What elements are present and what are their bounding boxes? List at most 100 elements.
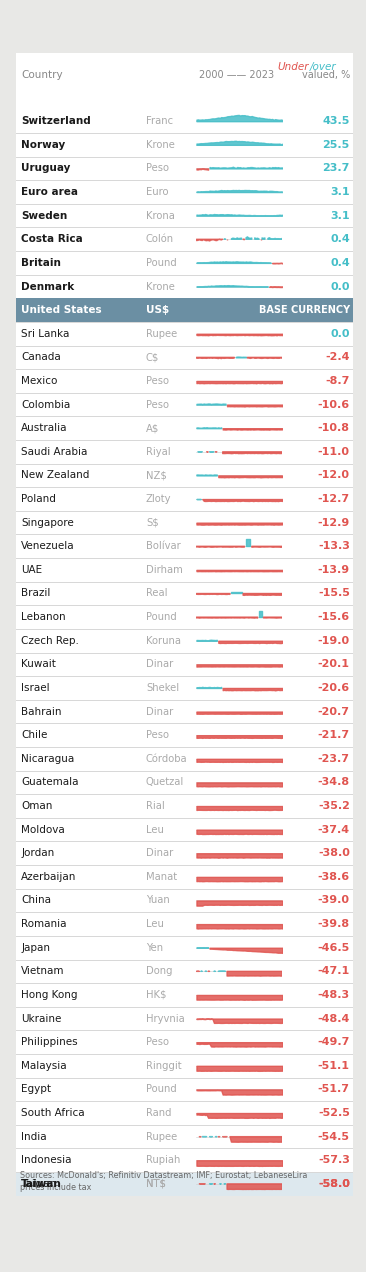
Text: Norway: Norway <box>21 140 66 150</box>
Text: Israel: Israel <box>21 683 50 693</box>
Text: -58.0: -58.0 <box>318 1179 350 1189</box>
Text: Guatemala: Guatemala <box>21 777 79 787</box>
Text: NZ$: NZ$ <box>146 471 167 481</box>
Text: Koruna: Koruna <box>146 636 181 646</box>
Text: Dinar: Dinar <box>146 706 173 716</box>
Text: valued, %: valued, % <box>302 70 350 80</box>
Text: New Zealand: New Zealand <box>21 471 90 481</box>
Text: Rupee: Rupee <box>146 328 177 338</box>
Text: Colón: Colón <box>146 234 174 244</box>
Text: Peso: Peso <box>146 377 169 385</box>
Text: Rial: Rial <box>146 801 165 812</box>
Text: Ukraine: Ukraine <box>21 1014 61 1024</box>
Text: -48.3: -48.3 <box>318 990 350 1000</box>
Text: Costa Rica: Costa Rica <box>21 234 83 244</box>
Text: Krona: Krona <box>146 211 175 220</box>
Text: Rand: Rand <box>146 1108 171 1118</box>
Text: Australia: Australia <box>21 424 68 434</box>
Text: Pound: Pound <box>146 258 177 268</box>
Text: -23.7: -23.7 <box>318 754 350 763</box>
Text: -8.7: -8.7 <box>325 377 350 385</box>
Text: C$: C$ <box>146 352 159 363</box>
Text: Britain: Britain <box>21 258 61 268</box>
Text: 23.7: 23.7 <box>322 163 350 173</box>
Text: -52.5: -52.5 <box>318 1108 350 1118</box>
Text: Hryvnia: Hryvnia <box>146 1014 184 1024</box>
Text: Malaysia: Malaysia <box>21 1061 67 1071</box>
Text: -15.6: -15.6 <box>318 612 350 622</box>
Text: -20.7: -20.7 <box>318 706 350 716</box>
Text: Venezuela: Venezuela <box>21 542 75 551</box>
Text: -15.5: -15.5 <box>318 589 350 599</box>
Text: -12.9: -12.9 <box>318 518 350 528</box>
Text: Rupiah: Rupiah <box>146 1155 180 1165</box>
Text: Poland: Poland <box>21 494 56 504</box>
Text: Denmark: Denmark <box>21 281 74 291</box>
Text: Switzerland: Switzerland <box>21 116 91 126</box>
Text: Krone: Krone <box>146 281 175 291</box>
Text: Moldova: Moldova <box>21 824 65 834</box>
Text: -10.6: -10.6 <box>318 399 350 410</box>
Text: Japan: Japan <box>21 943 50 953</box>
Text: NT$: NT$ <box>146 1179 166 1189</box>
Text: -21.7: -21.7 <box>318 730 350 740</box>
Text: Lebanon: Lebanon <box>21 612 66 622</box>
Text: Yen: Yen <box>146 943 163 953</box>
Text: -10.8: -10.8 <box>318 424 350 434</box>
Text: BASE CURRENCY: BASE CURRENCY <box>259 305 350 315</box>
Text: Shekel: Shekel <box>146 683 179 693</box>
Text: Real: Real <box>146 589 167 599</box>
Text: 0.4: 0.4 <box>330 234 350 244</box>
Text: China: China <box>21 895 51 906</box>
Text: Nicaragua: Nicaragua <box>21 754 74 763</box>
Text: -46.5: -46.5 <box>318 943 350 953</box>
Text: Czech Rep.: Czech Rep. <box>21 636 79 646</box>
Text: -38.0: -38.0 <box>318 848 350 859</box>
Text: Peso: Peso <box>146 1037 169 1047</box>
Text: Taiwan: Taiwan <box>21 1179 56 1189</box>
Text: -39.0: -39.0 <box>318 895 350 906</box>
Text: -51.7: -51.7 <box>318 1085 350 1094</box>
Text: 25.5: 25.5 <box>322 140 350 150</box>
Text: Indonesia: Indonesia <box>21 1155 72 1165</box>
Text: S$: S$ <box>146 518 158 528</box>
Text: -11.0: -11.0 <box>318 446 350 457</box>
Text: -57.3: -57.3 <box>318 1155 350 1165</box>
Text: 0.0: 0.0 <box>330 281 350 291</box>
Text: -48.4: -48.4 <box>317 1014 350 1024</box>
Text: 2000 —— 2023: 2000 —— 2023 <box>199 70 274 80</box>
Text: -19.0: -19.0 <box>318 636 350 646</box>
Text: Bolívar: Bolívar <box>146 542 181 551</box>
Text: Yuan: Yuan <box>146 895 169 906</box>
Text: United States: United States <box>21 305 102 315</box>
Text: Krone: Krone <box>146 140 175 150</box>
Text: -13.3: -13.3 <box>318 542 350 551</box>
Text: Sources: McDonald's; Refinitiv Datastream; IMF; Eurostat; LebaneseLira
prices in: Sources: McDonald's; Refinitiv Datastrea… <box>20 1172 307 1192</box>
Text: Peso: Peso <box>146 399 169 410</box>
Text: Taiwan: Taiwan <box>21 1179 62 1189</box>
Text: Singapore: Singapore <box>21 518 74 528</box>
Text: Mexico: Mexico <box>21 377 57 385</box>
Text: 3.1: 3.1 <box>330 187 350 197</box>
Text: Country: Country <box>21 70 63 80</box>
Text: Pound: Pound <box>146 1085 177 1094</box>
Text: NT$: NT$ <box>146 1179 166 1189</box>
Text: Peso: Peso <box>146 163 169 173</box>
Text: -20.6: -20.6 <box>318 683 350 693</box>
Text: Rupee: Rupee <box>146 1132 177 1142</box>
Text: Zloty: Zloty <box>146 494 171 504</box>
Text: Jordan: Jordan <box>21 848 55 859</box>
Text: 0.0: 0.0 <box>330 328 350 338</box>
Text: Romania: Romania <box>21 920 67 929</box>
Text: Sri Lanka: Sri Lanka <box>21 328 70 338</box>
Text: /over: /over <box>309 62 336 71</box>
Text: Franc: Franc <box>146 116 173 126</box>
Text: Ringgit: Ringgit <box>146 1061 182 1071</box>
Text: Kuwait: Kuwait <box>21 659 56 669</box>
Text: 43.5: 43.5 <box>322 116 350 126</box>
Text: Vietnam: Vietnam <box>21 967 65 977</box>
Text: Peso: Peso <box>146 730 169 740</box>
Text: -38.6: -38.6 <box>318 871 350 881</box>
Text: Dinar: Dinar <box>146 659 173 669</box>
Text: -34.8: -34.8 <box>318 777 350 787</box>
